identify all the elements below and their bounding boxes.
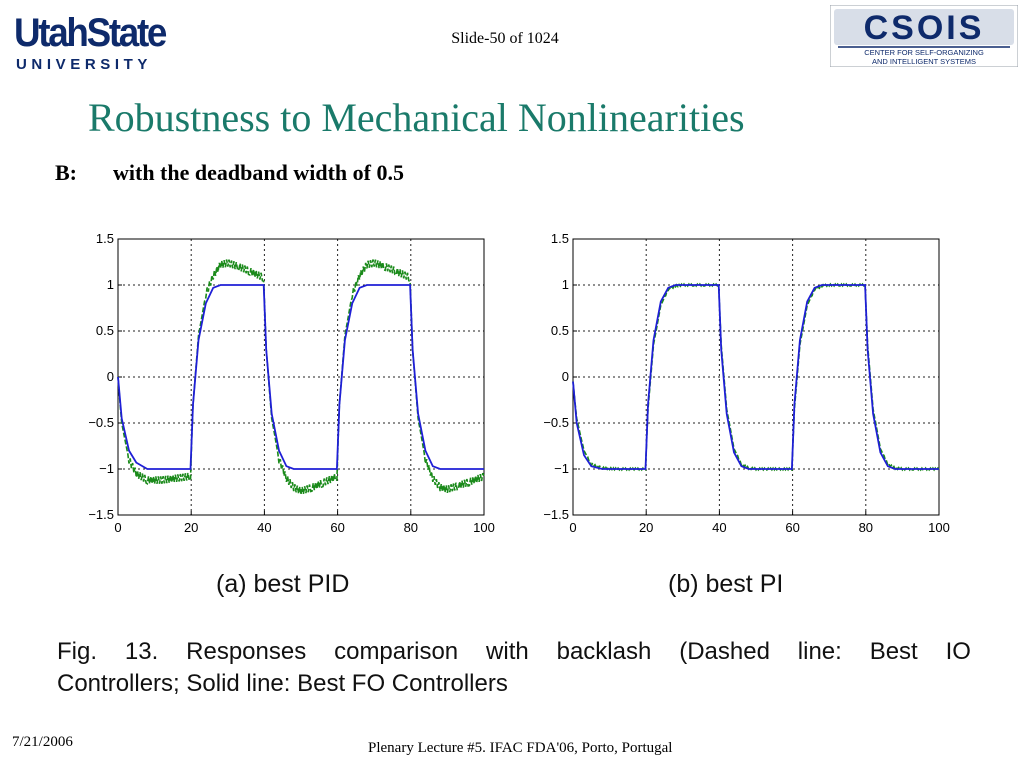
caption-word: comparison [334, 638, 459, 665]
csois-logo-name: CSOIS [864, 9, 985, 47]
x-tick-label: 20 [184, 520, 198, 535]
slide-counter: Slide-50 of 1024 [451, 30, 559, 47]
page-title: Robustness to Mechanical Nonlinearities [88, 95, 745, 140]
y-tick-label: −1.5 [543, 507, 569, 522]
y-tick-label: −1.5 [88, 507, 114, 522]
x-tick-label: 80 [859, 520, 873, 535]
y-tick-label: 1.5 [551, 231, 569, 246]
plot-a-label: (a) best PID [216, 570, 350, 598]
utah-state-logo-name: UtahState [14, 11, 167, 55]
y-tick-label: 0 [562, 369, 569, 384]
figure-caption-line1: Fig. 13. Responses comparison with backlash (D… [57, 638, 971, 666]
caption-word: with [486, 638, 529, 665]
y-tick-label: 1 [562, 277, 569, 292]
csois-logo-line1: CENTER FOR SELF-ORGANIZING [864, 48, 984, 57]
x-tick-label: 40 [257, 520, 271, 535]
footer-date: 7/21/2006 [12, 734, 73, 750]
x-tick-label: 40 [712, 520, 726, 535]
caption-word: Best [869, 638, 918, 665]
y-tick-label: 0.5 [96, 323, 114, 338]
y-tick-label: −1 [554, 461, 569, 476]
dashed-series-line [117, 259, 485, 495]
solid-series-line [572, 284, 939, 470]
plot-b-label: (b) best PI [668, 570, 784, 598]
y-tick-label: 0 [107, 369, 114, 384]
caption-word: line: [797, 638, 842, 665]
caption-word: backlash [556, 638, 652, 665]
x-tick-label: 100 [473, 520, 495, 535]
plot-best-pid: 0 20 40 60 80 100 1.5 1 0.5 0 −0.5 −1 −1.5 [88, 231, 495, 535]
caption-word: 13. [124, 638, 159, 665]
x-tick-label: 100 [928, 520, 950, 535]
x-tick-label: 20 [639, 520, 653, 535]
x-tick-label: 80 [404, 520, 418, 535]
figure-caption-line2: Controllers; Solid line: Best FO Control… [57, 670, 508, 697]
caption-word: (Dashed [679, 638, 770, 665]
x-tick-label: 0 [114, 520, 121, 535]
plot-best-pi: 0 20 40 60 80 100 1.5 1 0.5 0 −0.5 −1 −1.5 [543, 231, 950, 535]
y-tick-label: −0.5 [543, 415, 569, 430]
y-tick-label: 1.5 [96, 231, 114, 246]
x-tick-label: 60 [330, 520, 344, 535]
y-tick-label: 0.5 [551, 323, 569, 338]
utah-state-logo-sub: UNIVERSITY [16, 56, 153, 73]
csois-logo-line2: AND INTELLIGENT SYSTEMS [872, 57, 976, 66]
caption-word: IO [945, 638, 971, 665]
caption-word: Fig. [57, 638, 98, 665]
y-tick-label: 1 [107, 277, 114, 292]
csois-logo: CSOIS CENTER FOR SELF-ORGANIZING AND INT… [830, 5, 1018, 67]
footer-text: Plenary Lecture #5. IFAC FDA'06, Porto, … [368, 740, 673, 756]
y-tick-label: −1 [99, 461, 114, 476]
utah-state-logo: UtahState UNIVERSITY [14, 10, 200, 74]
solid-series-line [117, 284, 484, 470]
subtitle-text: with the deadband width of 0.5 [113, 160, 404, 185]
x-tick-label: 60 [785, 520, 799, 535]
x-tick-label: 0 [569, 520, 576, 535]
y-tick-label: −0.5 [88, 415, 114, 430]
caption-word: Responses [186, 638, 307, 665]
subtitle-prefix: B: [55, 160, 77, 185]
slide-subtitle: B: with the deadband width of 0.5 [55, 160, 404, 186]
